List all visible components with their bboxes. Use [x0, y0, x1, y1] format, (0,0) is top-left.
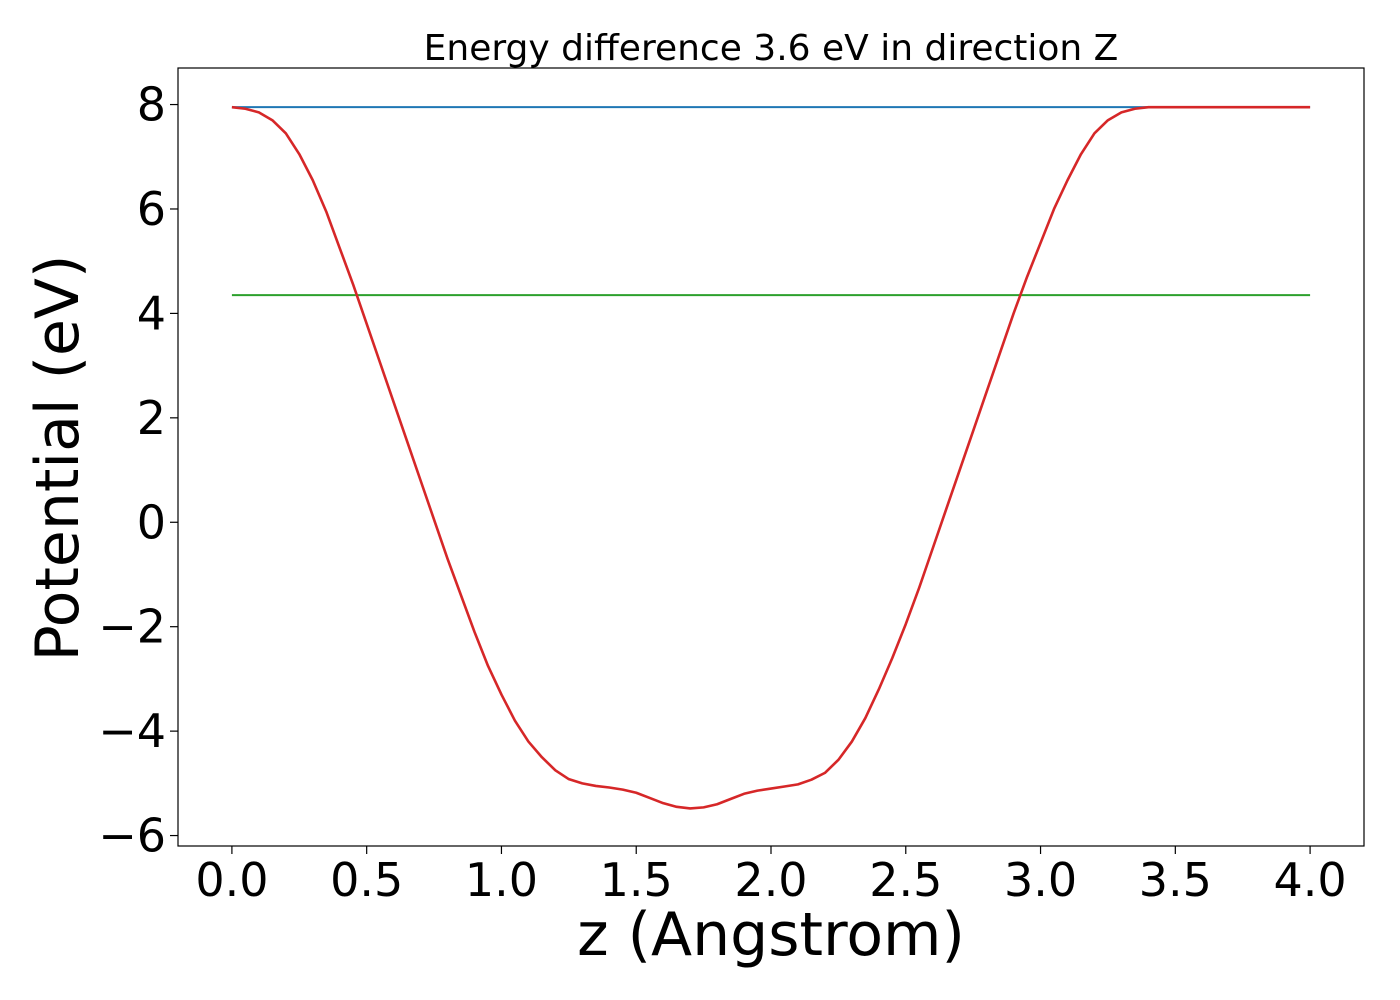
y-tick-label: 0: [137, 495, 166, 549]
x-axis-label: z (Angstrom): [577, 900, 965, 970]
y-tick-label: −6: [98, 809, 166, 863]
y-tick-label: −2: [98, 600, 166, 654]
x-tick-label: 1.0: [465, 853, 538, 907]
plot-frame: [177, 67, 1365, 847]
plot-area: [231, 105, 1311, 810]
y-axis-label: Potential (eV): [23, 255, 93, 662]
x-tick-label: 0.0: [195, 853, 268, 907]
y-axis: −6 −4 −2 0 2 4 6 8: [98, 78, 178, 863]
x-tick-label: 1.5: [600, 853, 673, 907]
y-tick-label: −4: [98, 704, 166, 758]
series-line-3: [231, 105, 1311, 810]
x-tick-label: 3.0: [1004, 853, 1077, 907]
x-tick-label: 2.5: [869, 853, 942, 907]
y-tick-label: 2: [137, 391, 166, 445]
x-tick-label: 0.5: [330, 853, 403, 907]
x-axis: 0.0 0.5 1.0 1.5 2.0 2.5 3.0 3.5 4.0: [195, 846, 1347, 907]
chart-title: Energy difference 3.6 eV in direction Z: [424, 28, 1119, 69]
y-tick-label: 4: [137, 286, 166, 340]
x-tick-label: 4.0: [1274, 853, 1347, 907]
y-tick-label: 8: [137, 78, 166, 132]
y-tick-label: 6: [137, 182, 166, 236]
x-tick-label: 2.0: [734, 853, 807, 907]
x-tick-label: 3.5: [1139, 853, 1212, 907]
